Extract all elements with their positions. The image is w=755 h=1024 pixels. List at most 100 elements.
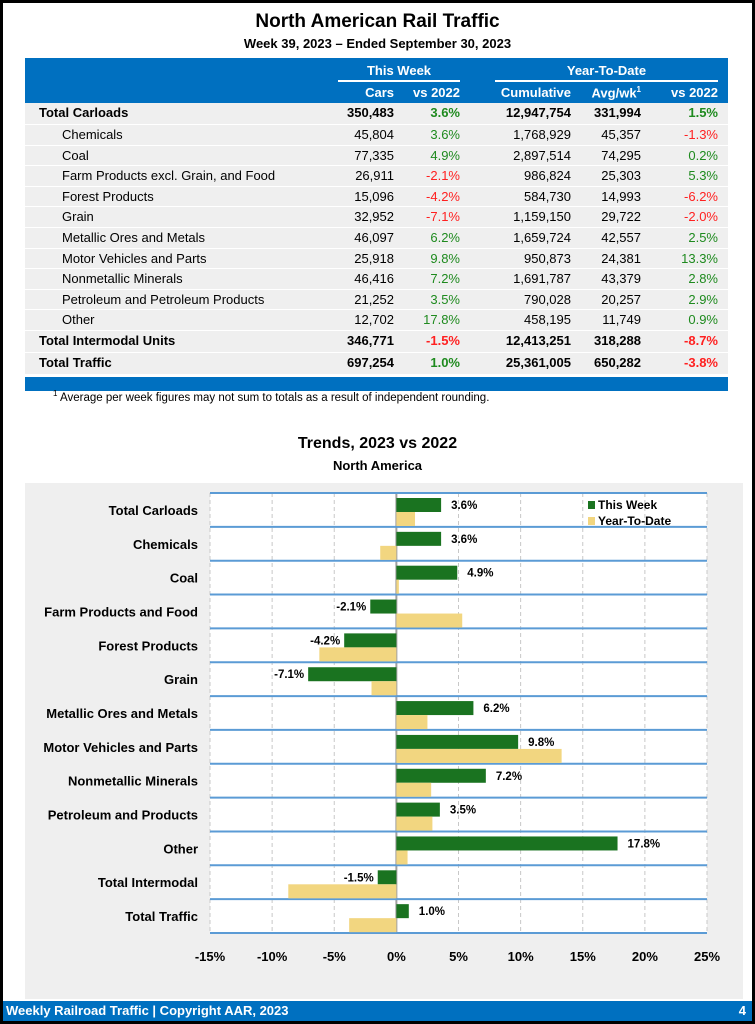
cell-cars: 15,096 bbox=[354, 188, 394, 204]
row-label: Forest Products bbox=[62, 188, 154, 204]
cell-vs-2022-week: 6.2% bbox=[430, 229, 460, 245]
group-divider bbox=[338, 80, 460, 82]
data-label: 3.6% bbox=[451, 534, 477, 546]
rail-traffic-table: This Week Year-To-Date Cars vs 2022 Cumu… bbox=[25, 58, 728, 391]
cell-vs-2022-ytd: -1.3% bbox=[684, 127, 718, 142]
cell-cars: 12,702 bbox=[354, 312, 394, 328]
bar-year-to-date bbox=[396, 748, 562, 763]
table-row: Motor Vehicles and Parts 25,918 9.8% 950,87… bbox=[25, 248, 728, 270]
data-label: 3.6% bbox=[451, 500, 477, 512]
cell-avg-wk: 74,295 bbox=[601, 147, 641, 163]
cell-cumulative: 458,195 bbox=[524, 312, 571, 328]
bar-year-to-date bbox=[319, 647, 397, 662]
data-label: 3.5% bbox=[450, 805, 476, 817]
cell-cumulative: 1,768,929 bbox=[513, 127, 571, 142]
cell-avg-wk: 318,288 bbox=[594, 332, 641, 348]
cell-cumulative: 584,730 bbox=[524, 188, 571, 204]
row-label: Nonmetallic Minerals bbox=[62, 271, 183, 287]
category-label: Coal bbox=[170, 571, 198, 586]
cell-cumulative: 1,159,150 bbox=[513, 209, 571, 225]
data-label: 17.8% bbox=[628, 838, 661, 850]
x-tick-label: 15% bbox=[570, 949, 596, 964]
row-label: Other bbox=[62, 312, 95, 328]
table-row: Nonmetallic Minerals 46,416 7.2% 1,691,787 4… bbox=[25, 269, 728, 290]
x-tick-label: -10% bbox=[257, 949, 288, 964]
chart-area: -15% -10% -5% 0% 5% 10% 15% 20% 25% Total Carload… bbox=[25, 483, 743, 999]
cell-avg-wk: 11,749 bbox=[602, 312, 641, 328]
category-label: Other bbox=[163, 841, 198, 856]
cell-vs-2022-ytd: 0.9% bbox=[688, 312, 718, 328]
bar-this-week bbox=[377, 870, 397, 885]
bar-year-to-date bbox=[396, 613, 463, 628]
bar-year-to-date bbox=[396, 579, 399, 594]
legend-swatch-ytd bbox=[588, 517, 595, 525]
cell-avg-wk: 25,303 bbox=[601, 168, 641, 184]
table-row: Grain 32,952 -7.1% 1,159,150 29,722 -2.0% bbox=[25, 207, 728, 228]
x-tick-label: -5% bbox=[323, 949, 347, 964]
footnote-marker: 1 bbox=[636, 85, 641, 94]
row-label: Farm Products excl. Grain, and Food bbox=[62, 168, 276, 184]
cell-vs-2022-ytd: -6.2% bbox=[684, 188, 718, 204]
data-label: 9.8% bbox=[528, 737, 554, 749]
row-label: Coal bbox=[62, 147, 89, 163]
cell-vs-2022-ytd: 2.5% bbox=[688, 229, 718, 245]
cell-vs-2022-ytd: 2.8% bbox=[688, 271, 718, 287]
cell-vs-2022-week: -7.1% bbox=[426, 209, 460, 225]
table-row: Chemicals 45,804 3.6% 1,768,929 45,357 -1.3% bbox=[25, 125, 728, 146]
cell-cars: 346,771 bbox=[347, 332, 394, 348]
bar-this-week bbox=[396, 565, 458, 580]
legend-swatch-this-week bbox=[588, 501, 595, 509]
category-label: Grain bbox=[164, 672, 198, 687]
cell-vs-2022-ytd: 2.9% bbox=[688, 291, 718, 307]
data-label: -1.5% bbox=[344, 872, 374, 884]
col-vs-2022-ytd: vs 2022 bbox=[671, 85, 718, 100]
cell-vs-2022-week: -2.1% bbox=[426, 168, 460, 184]
cell-vs-2022-ytd: -2.0% bbox=[684, 209, 718, 225]
table-row: Total Carloads 350,483 3.6% 12,947,754 331,9… bbox=[25, 103, 728, 125]
bar-year-to-date bbox=[396, 782, 432, 797]
table-row: Metallic Ores and Metals 46,097 6.2% 1,659,… bbox=[25, 227, 728, 249]
cell-vs-2022-ytd: -8.7% bbox=[684, 332, 718, 348]
data-label: -7.1% bbox=[274, 669, 304, 681]
row-label: Grain bbox=[62, 209, 94, 225]
group-ytd: Year-To-Date bbox=[566, 63, 647, 78]
cell-avg-wk: 45,357 bbox=[601, 127, 641, 142]
cell-cumulative: 1,691,787 bbox=[513, 271, 571, 287]
category-label: Nonmetallic Minerals bbox=[68, 774, 198, 789]
bar-this-week bbox=[396, 836, 618, 851]
bar-this-week bbox=[396, 768, 486, 783]
x-tick-label: 5% bbox=[449, 949, 468, 964]
cell-avg-wk: 14,993 bbox=[601, 188, 641, 204]
cell-vs-2022-week: 7.2% bbox=[430, 271, 460, 287]
bar-this-week bbox=[396, 734, 519, 749]
row-label: Total Traffic bbox=[39, 354, 112, 370]
cell-cumulative: 950,873 bbox=[524, 250, 571, 266]
cell-avg-wk: 42,557 bbox=[601, 229, 641, 245]
bar-this-week bbox=[396, 701, 474, 716]
footer-copyright: Weekly Railroad Traffic | Copyright AAR,… bbox=[6, 1003, 289, 1018]
bar-year-to-date bbox=[396, 850, 408, 865]
legend-label: This Week bbox=[598, 498, 657, 512]
row-label: Metallic Ores and Metals bbox=[62, 229, 206, 245]
x-tick-label: 0% bbox=[387, 949, 406, 964]
col-cumulative: Cumulative bbox=[500, 85, 571, 100]
data-label: -2.1% bbox=[336, 602, 366, 614]
row-label: Motor Vehicles and Parts bbox=[62, 250, 207, 266]
trends-bar-chart: -15% -10% -5% 0% 5% 10% 15% 20% 25% Total Carload… bbox=[43, 492, 720, 964]
chart-title: Trends, 2023 vs 2022 bbox=[297, 435, 458, 452]
row-label: Petroleum and Petroleum Products bbox=[62, 291, 265, 307]
x-tick-label: 25% bbox=[694, 949, 720, 964]
group-divider bbox=[495, 80, 718, 82]
cell-avg-wk: 331,994 bbox=[594, 105, 641, 120]
table-row: Other 12,702 17.8% 458,195 11,749 0.9% bbox=[25, 310, 728, 331]
cell-vs-2022-week: -1.5% bbox=[426, 332, 460, 348]
table-row: Farm Products excl. Grain, and Food 26,91… bbox=[25, 166, 728, 187]
x-tick-label: 10% bbox=[508, 949, 534, 964]
category-label: Chemicals bbox=[133, 537, 198, 552]
cell-cumulative: 986,824 bbox=[524, 168, 571, 184]
bar-year-to-date bbox=[288, 884, 397, 899]
table-header: This Week Year-To-Date Cars vs 2022 Cumu… bbox=[25, 58, 728, 103]
page-number: 4 bbox=[738, 1003, 746, 1018]
category-label: Motor Vehicles and Parts bbox=[43, 740, 198, 755]
cell-vs-2022-week: 1.0% bbox=[430, 354, 460, 370]
